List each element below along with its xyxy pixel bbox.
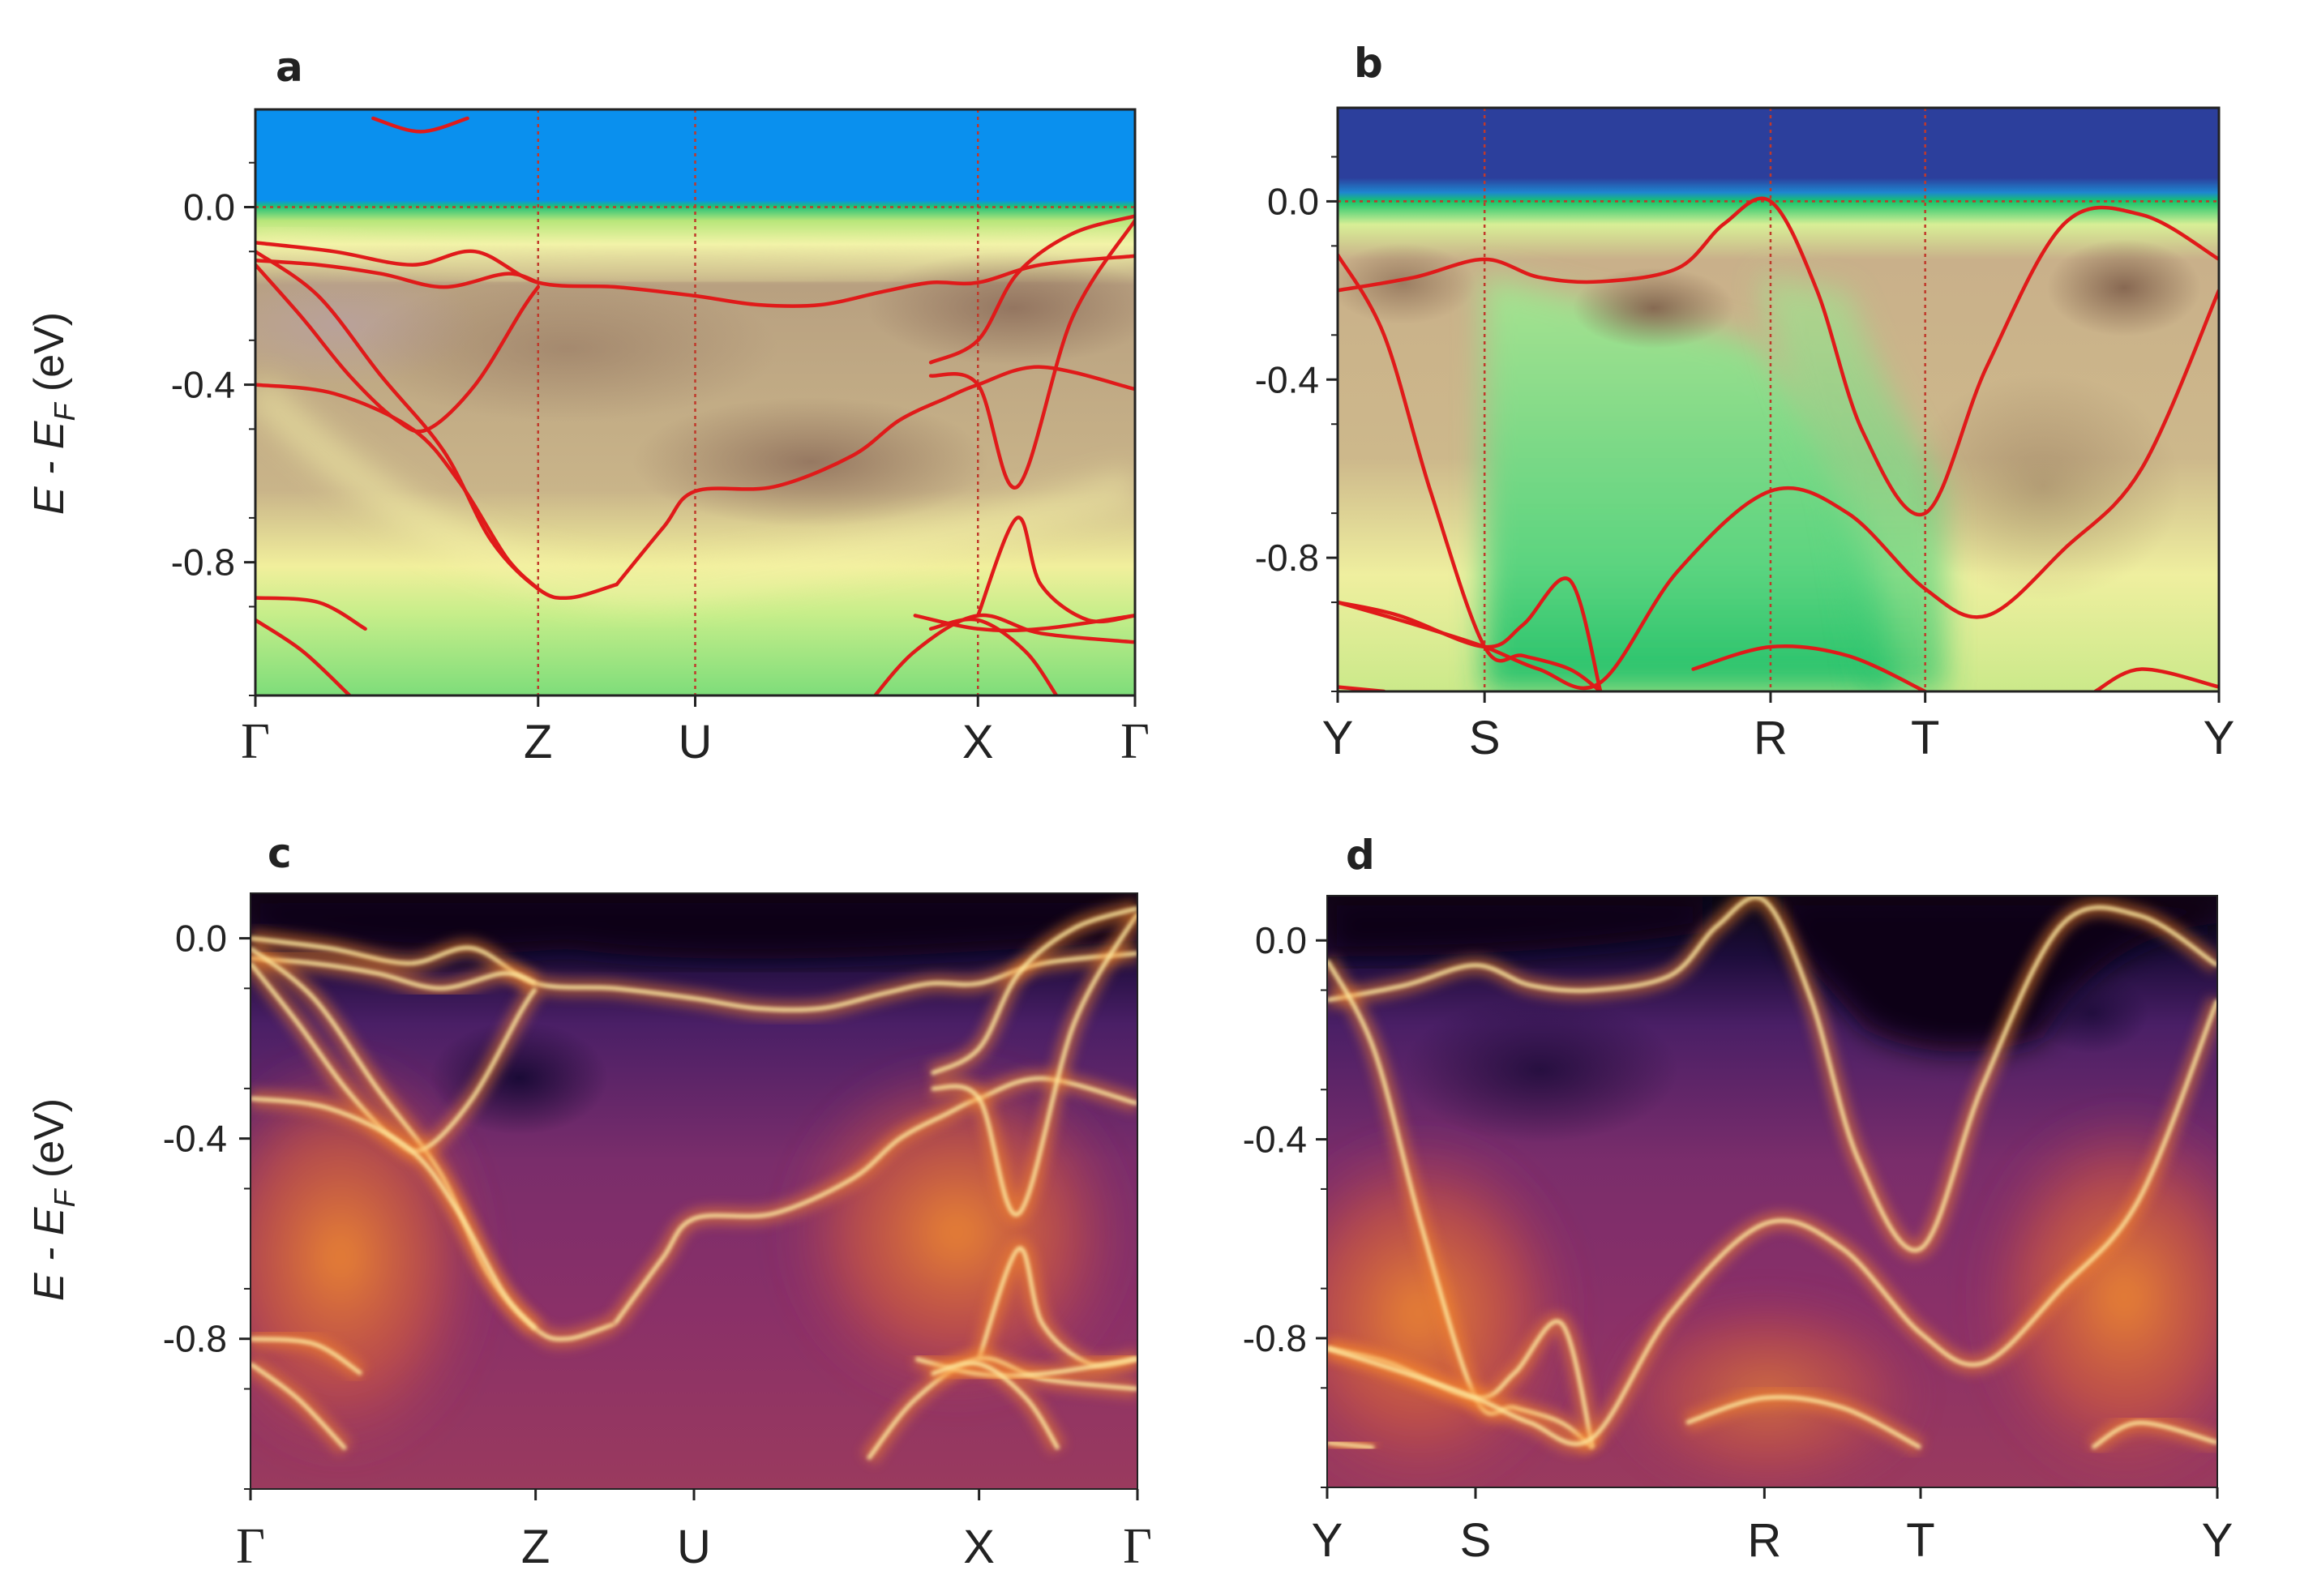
panel-a-ylabel: E - EF (eV): [26, 312, 81, 515]
panel-a-guides: [255, 109, 1135, 695]
panel-c-kpoint-1: Z: [521, 1521, 550, 1573]
panel-a-ytick-label-0: 0.0: [183, 186, 235, 229]
panel-c-band-core-band-13: [251, 1337, 363, 1376]
panel-b-kpoint-4: Y: [2204, 712, 2235, 764]
panel-c-kpoint-3: X: [963, 1521, 995, 1573]
panel-b-letter: b: [1354, 40, 1383, 87]
panel-b-dft-bands: [1338, 196, 2219, 691]
panel-b-dft-band-1: [1338, 196, 2219, 517]
panel-a-dft-bands: [255, 116, 1135, 695]
panel-b: 0.0 -0.4 -0.8 Y S R T Y b: [1255, 40, 2235, 764]
panel-b-ytick-label-0: 0.0: [1267, 180, 1319, 222]
panel-b-ytick-label-2: -0.8: [1255, 537, 1319, 579]
panel-d-band-core-band-6: [1327, 1440, 1375, 1450]
panel-a-ylabel-sub: F: [48, 402, 81, 421]
panel-c-kpoint-2: U: [677, 1521, 711, 1573]
panel-d-ytick-label-0: 0.0: [1255, 919, 1307, 961]
panel-a-dft-band-2: [255, 258, 541, 289]
panel-a-dft-band-1: [255, 241, 1135, 308]
panel-a-dft-band-15: [371, 116, 469, 134]
panel-a-dft-band-6: [615, 365, 1135, 587]
panel-d-kpoint-1: S: [1460, 1514, 1492, 1567]
panel-c-ytick-label-2: -0.8: [163, 1318, 227, 1360]
panel-c-band-core-band-1: [251, 936, 1137, 1012]
panel-c-band-core-band-7: [931, 912, 1137, 1217]
panel-a-kpoint-2: U: [679, 716, 713, 768]
panel-c-kpoint-0: Γ: [236, 1519, 265, 1574]
panel-a-kpoint-0: Γ: [241, 714, 270, 769]
panel-d-band-core-band-7: [2091, 1420, 2217, 1450]
panel-a-dft-band-12: [928, 617, 1059, 695]
panel-d-band-core-band-4: [1327, 999, 2217, 1446]
panel-c-ylabel-main: E - E: [26, 1206, 73, 1301]
panel-d-frame: [1326, 895, 2218, 1488]
panel-a-kpoint-4: Γ: [1120, 714, 1150, 769]
panel-b-dft-band-7: [2093, 667, 2219, 691]
panel-c-letter: c: [268, 830, 292, 877]
panel-c-band-core-band-15: [370, 798, 465, 814]
panel-c-ylabel-unit: (eV): [26, 1098, 73, 1190]
panel-b-guides: [1338, 108, 2219, 691]
panel-a-dft-band-5: [255, 383, 541, 591]
panel-a-dft-band-10: [872, 613, 1135, 695]
panel-d-kpoint-0: Y: [1312, 1514, 1343, 1567]
panel-b-dft-band-5: [1691, 644, 1927, 691]
panel-b-dft-band-2: [1338, 253, 1603, 691]
panel-a-ylabel-main: E - E: [26, 420, 73, 515]
panel-d-band-core-band-5: [1685, 1395, 1922, 1450]
panel-d-band-core-band-1: [1327, 896, 2217, 1252]
panel-b-kpoint-2: R: [1754, 712, 1788, 764]
panel-c-kpoint-4: Γ: [1123, 1519, 1152, 1574]
panel-a-dft-band-13: [255, 596, 367, 631]
panel-d-spectral-bands: [1327, 896, 2217, 1457]
panel-c-band-halo-band-15: [370, 798, 465, 814]
panel-d-band-core-band-2: [1327, 959, 1595, 1449]
panel-c-band-core-band-14: [251, 1362, 348, 1451]
panel-c-ytick-label-0: 0.0: [175, 918, 227, 960]
panel-a-dft-band-7: [928, 218, 1135, 490]
panel-c-ylabel-sub: F: [48, 1188, 81, 1208]
panel-a: 0.0 -0.4 -0.8 Γ Z U X Γ a E - EF (eV): [26, 44, 1150, 769]
panel-c-ytick-label-1: -0.4: [163, 1118, 227, 1160]
panel-c: 0.0 -0.4 -0.8 Γ Z U X Γ c E - EF (eV): [26, 798, 1152, 1574]
panel-a-intensity: [255, 109, 1135, 695]
panel-a-dft-band-3: [255, 250, 619, 601]
panel-a-ylabel-unit: (eV): [26, 312, 73, 404]
panel-a-ytick-label-2: -0.8: [171, 541, 235, 584]
panel-c-band-core-band-2: [251, 956, 537, 991]
panel-d-letter: d: [1346, 832, 1375, 879]
panel-d-kpoint-4: Y: [2202, 1514, 2234, 1567]
panel-a-kpoint-1: Z: [524, 716, 552, 768]
panel-c-band-core-band-6: [613, 1076, 1137, 1325]
panel-a-kpoint-3: X: [962, 716, 994, 768]
panel-d-kpoint-2: R: [1747, 1514, 1781, 1567]
panel-c-ylabel: E - EF (eV): [26, 1098, 81, 1301]
panel-b-frame: [1336, 106, 2221, 693]
panel-c-band-core-band-12: [931, 1361, 1060, 1450]
panel-b-kpoint-0: Y: [1322, 712, 1354, 764]
panel-d-ytick-label-1: -0.4: [1243, 1119, 1307, 1161]
panel-b-dft-band-3: [1338, 576, 1603, 691]
panel-a-ytick-label-1: -0.4: [171, 364, 235, 406]
panel-d-kpoint-3: T: [1906, 1514, 1934, 1567]
panel-b-kpoint-3: T: [1911, 712, 1939, 764]
panel-d-ytick-label-2: -0.8: [1243, 1317, 1307, 1359]
panel-b-intensity: [1338, 108, 2219, 691]
panel-c-band-core-band-8: [930, 906, 1137, 1076]
panel-a-dft-band-8: [928, 214, 1135, 365]
panel-b-ytick-label-1: -0.4: [1255, 358, 1319, 400]
panel-a-letter: a: [276, 44, 303, 91]
panel-d: 0.0 -0.4 -0.8 Y S R T Y d: [1243, 832, 2234, 1567]
panel-b-kpoint-1: S: [1469, 712, 1501, 764]
panel-c-band-core-band-5: [251, 1096, 538, 1331]
panel-c-spectral-bands: [251, 798, 1137, 1465]
panel-a-dft-band-14: [255, 618, 352, 695]
panel-b-dft-band-4: [1338, 289, 2219, 690]
